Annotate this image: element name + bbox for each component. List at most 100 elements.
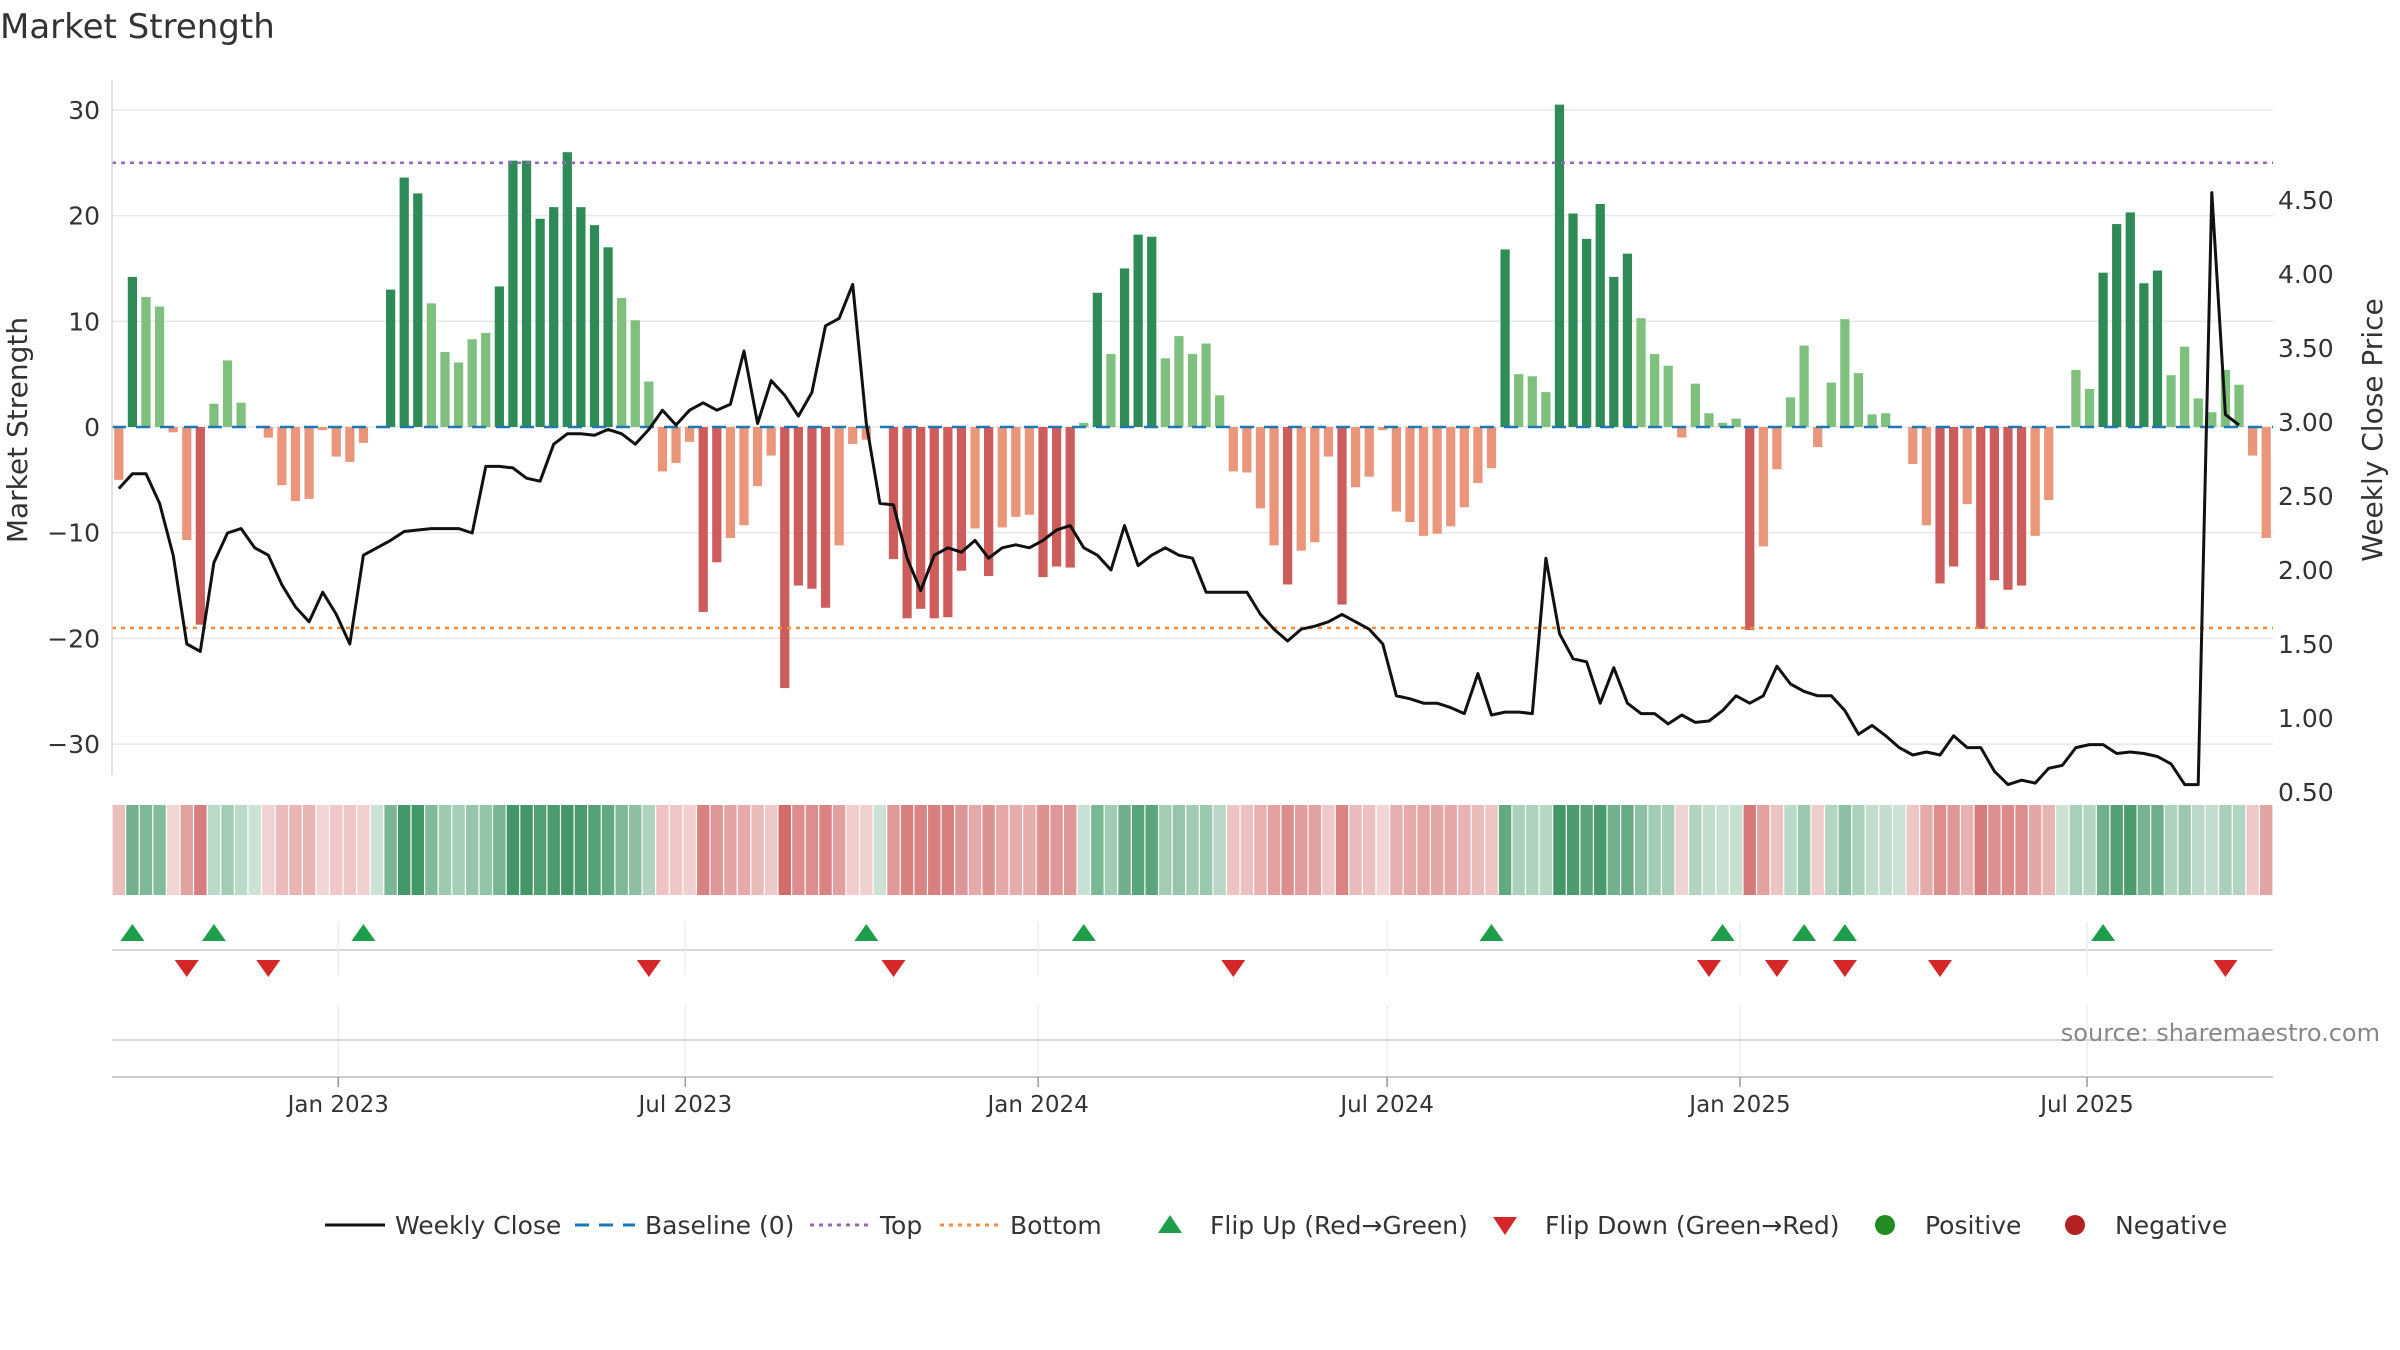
- reference-lines: [112, 161, 2273, 630]
- strength-bar: [1799, 345, 1809, 427]
- legend-swatch-positive: [1875, 1215, 1895, 1235]
- strength-bar: [766, 427, 776, 456]
- strip-cell: [2042, 805, 2055, 895]
- strip-cell: [1471, 805, 1485, 895]
- strip-cell: [601, 805, 615, 895]
- strength-bar: [385, 289, 396, 427]
- strength-bar: [168, 427, 178, 433]
- strip-cell: [1797, 805, 1811, 895]
- strength-bar: [209, 403, 219, 427]
- strength-bar: [141, 296, 151, 427]
- strip-cell: [1295, 805, 1308, 895]
- strip-cell: [533, 805, 547, 895]
- strip-cell: [574, 805, 588, 895]
- strip-cell: [1947, 805, 1960, 895]
- strength-bar: [1486, 427, 1497, 469]
- strip-cell: [1335, 805, 1349, 895]
- strip-cell: [1145, 805, 1158, 895]
- strength-bar: [2261, 427, 2271, 538]
- strip-cell: [805, 805, 819, 895]
- strength-bar: [127, 276, 138, 427]
- strength-bar: [603, 247, 613, 427]
- strength-bar: [1921, 427, 1932, 526]
- strength-bar: [2234, 384, 2244, 427]
- strength-bar: [820, 427, 831, 608]
- strength-bar: [712, 427, 722, 563]
- strip-cell: [2096, 805, 2110, 895]
- strip-cell: [1539, 805, 1553, 895]
- strength-bar: [1826, 382, 1836, 427]
- strip-cell: [370, 805, 384, 895]
- flip-up-marker: [2091, 924, 2116, 941]
- strip-cell: [724, 805, 737, 895]
- strength-bar: [1962, 427, 1972, 505]
- x-tick-label: Jul 2023: [637, 1092, 733, 1118]
- weekly-close-line: [117, 191, 2240, 787]
- strength-bar: [2180, 346, 2190, 427]
- strength-bar: [481, 332, 491, 427]
- strength-bar: [1092, 292, 1102, 427]
- strength-bar: [617, 298, 627, 427]
- strength-bar: [1500, 249, 1510, 427]
- strength-bar: [1418, 427, 1429, 536]
- strength-bar: [1133, 234, 1143, 427]
- strip-cell: [1512, 805, 1525, 895]
- strength-bar: [2084, 388, 2095, 427]
- axes: 30 20 10 0 −10 −20 −30 4.50 4.00 3.50 3.00 2.50 2.00…: [47, 80, 2334, 1118]
- strip-cell: [1689, 805, 1702, 895]
- strip-cell: [588, 805, 601, 895]
- strip-cell: [411, 805, 424, 895]
- strength-bar: [426, 303, 437, 427]
- strip-cell: [941, 805, 955, 895]
- x-tick-label: Jul 2024: [1338, 1092, 1434, 1118]
- strength-bar: [1582, 238, 1592, 427]
- strip-cell: [1104, 805, 1118, 895]
- flip-down-marker: [881, 960, 906, 977]
- strip-cell: [1702, 805, 1716, 895]
- strength-bar: [1867, 414, 1877, 427]
- strength-bar: [984, 427, 994, 577]
- strip-cell: [1988, 805, 2001, 895]
- strip-cell: [1186, 805, 1199, 895]
- strip-cell: [1227, 805, 1240, 895]
- strip-cell: [1757, 805, 1770, 895]
- strip-cell: [166, 805, 180, 895]
- y-left-tick-label: −10: [47, 519, 100, 548]
- strength-bar: [562, 152, 572, 427]
- strength-bar: [725, 427, 736, 538]
- strength-bar: [1242, 427, 1252, 473]
- strength-bar: [508, 160, 518, 428]
- strength-bar: [1622, 253, 1633, 427]
- strip-cell: [1553, 805, 1566, 895]
- strip-cell: [642, 805, 656, 895]
- strength-bar: [2152, 270, 2163, 427]
- strength-bar: [1174, 336, 1184, 427]
- strip-cell: [1417, 805, 1430, 895]
- strength-bar: [549, 207, 559, 427]
- strength-bar: [576, 207, 586, 427]
- strip-cell: [479, 805, 492, 895]
- strip-cell: [1308, 805, 1322, 895]
- y-left-tick-label: 20: [68, 202, 100, 231]
- strip-cell: [1838, 805, 1852, 895]
- strength-bar: [1853, 373, 1864, 427]
- strength-bar: [1758, 427, 1768, 547]
- strength-bar: [1731, 418, 1741, 427]
- strip-cell: [1634, 805, 1648, 895]
- strip-cell: [1063, 805, 1077, 895]
- strip-cell: [629, 805, 642, 895]
- strip-cell: [194, 805, 207, 895]
- strip-cell: [751, 805, 764, 895]
- strip-cell: [1390, 805, 1403, 895]
- strength-bar: [1051, 427, 1062, 567]
- strip-cell: [112, 805, 125, 895]
- strength-bar: [236, 402, 246, 427]
- strip-cell: [1009, 805, 1023, 895]
- strength-bar: [1881, 413, 1891, 427]
- strength-bar: [1038, 427, 1048, 578]
- strip-cell: [139, 805, 153, 895]
- strength-bar: [222, 360, 233, 427]
- strip-cell: [1729, 805, 1743, 895]
- strength-bar: [1024, 427, 1035, 515]
